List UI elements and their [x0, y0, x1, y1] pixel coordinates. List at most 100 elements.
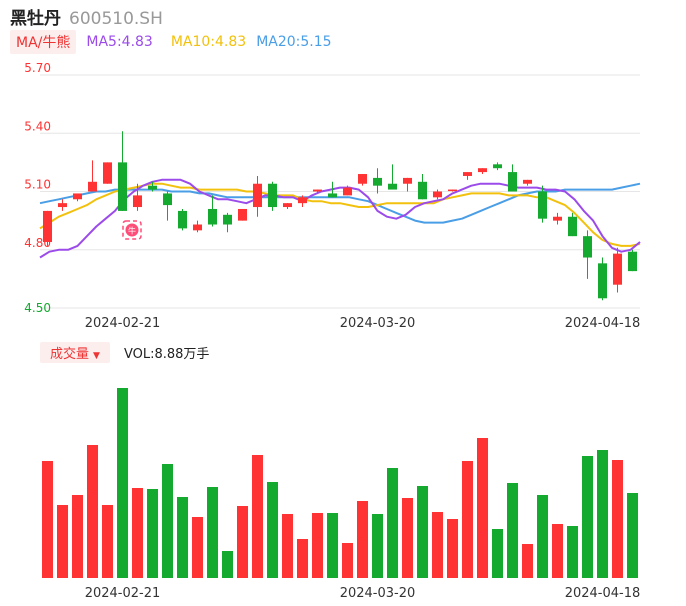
candle [118, 131, 127, 211]
price-x-ticks: 2024-02-21 2024-03-20 2024-04-18 [85, 316, 641, 331]
candle-body [148, 185, 157, 190]
candle-body [628, 251, 637, 272]
volume-bars [42, 388, 638, 578]
candle-body [553, 216, 562, 221]
candle-body [283, 203, 292, 208]
candle-body [463, 172, 472, 176]
candle-body [88, 181, 97, 192]
candle [73, 193, 82, 202]
volume-bar [492, 529, 503, 578]
candle-body [358, 174, 367, 184]
price-y-ticks: 5.705.405.104.804.50 [24, 61, 51, 315]
candle [373, 168, 382, 194]
candle [268, 181, 277, 211]
candle-body [508, 172, 517, 192]
volume-bar [297, 539, 308, 578]
candle [448, 189, 457, 192]
candle [553, 212, 562, 225]
volume-bar [507, 483, 518, 578]
candle [133, 183, 142, 211]
x-tick-label: 2024-04-18 [565, 586, 641, 601]
volume-toggle-button[interactable]: 成交量 ▼ [40, 341, 110, 363]
candle [328, 181, 337, 198]
candle [43, 210, 52, 246]
candle [238, 208, 247, 221]
candle [148, 181, 157, 192]
volume-value: VOL:8.88万手 [123, 346, 210, 362]
candle-body [253, 183, 262, 208]
y-tick-label: 4.50 [24, 301, 51, 315]
candle [493, 162, 502, 171]
volume-bar [612, 460, 623, 578]
candle-body [448, 189, 457, 192]
candle-body [538, 191, 547, 219]
y-tick-label: 5.10 [24, 178, 51, 192]
candle [463, 172, 472, 180]
volume-bar [387, 468, 398, 578]
candle-body [433, 191, 442, 198]
candle [223, 212, 232, 233]
x-tick-label: 2024-02-21 [85, 316, 161, 331]
volume-bar [477, 438, 488, 578]
candle [88, 160, 97, 192]
candle-body [583, 236, 592, 258]
candle-body [568, 216, 577, 237]
volume-bar [567, 526, 578, 578]
y-tick-label: 5.70 [24, 61, 51, 75]
candle [538, 185, 547, 223]
badge-frame [122, 220, 142, 240]
candle-body [223, 214, 232, 225]
volume-bar [192, 517, 203, 578]
volume-bar [627, 493, 638, 578]
volume-bar [282, 514, 293, 578]
ma-legend: MA/牛熊 MA5:4.83 MA10:4.83 MA20:5.15 [10, 30, 332, 54]
candle-body [373, 177, 382, 186]
candle-body [388, 183, 397, 190]
volume-bar [372, 514, 383, 578]
candle [208, 195, 217, 227]
candle [478, 168, 487, 175]
candle-body [178, 210, 187, 229]
candle [403, 177, 412, 192]
bull-icon [125, 223, 139, 237]
candle-body [523, 179, 532, 184]
candle-body [298, 197, 307, 204]
volume-bar [342, 543, 353, 578]
volume-bar [522, 544, 533, 578]
volume-toggle-label: 成交量 [50, 346, 90, 362]
bull-icon-glyph: 牛 [128, 226, 136, 236]
candle-body [598, 263, 607, 299]
volume-bar [312, 513, 323, 578]
volume-bar [447, 519, 458, 578]
ma5-line [39, 178, 641, 259]
volume-bar [102, 505, 113, 578]
volume-bar [327, 513, 338, 578]
volume-x-ticks: 2024-02-21 2024-03-20 2024-04-18 [85, 586, 641, 601]
candle [58, 199, 67, 211]
volume-legend: 成交量 ▼ VOL:8.88万手 [40, 341, 210, 363]
ma-toggle-button[interactable]: MA/牛熊 [10, 30, 77, 54]
candle-body [313, 189, 322, 192]
candle [193, 220, 202, 233]
volume-bar [177, 497, 188, 578]
volume-bar [147, 489, 158, 578]
candle [523, 179, 532, 186]
candle-body [478, 168, 487, 173]
candle [298, 195, 307, 208]
candle-body [118, 162, 127, 211]
candle [628, 249, 637, 272]
candle-body [73, 193, 82, 200]
bull-badge[interactable]: 牛 [122, 220, 142, 240]
volume-bar [357, 501, 368, 578]
stock-code: 600510.SH [69, 9, 163, 29]
candle-body [268, 183, 277, 208]
candle-body [43, 210, 52, 242]
candle [388, 164, 397, 190]
candle [508, 164, 517, 192]
candle [568, 212, 577, 237]
volume-bar [552, 524, 563, 578]
candle [598, 257, 607, 301]
candle-body [163, 193, 172, 206]
volume-bar [87, 445, 98, 578]
